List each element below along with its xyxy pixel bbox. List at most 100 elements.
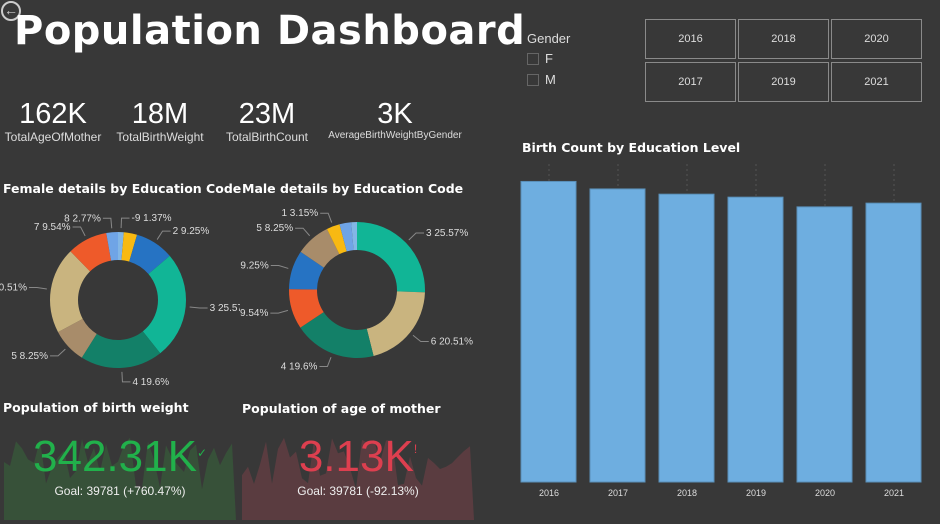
slice-label: 7 9.54% xyxy=(240,308,268,319)
year-button-2019[interactable]: 2019 xyxy=(738,62,829,102)
arrow-left-circle-icon: ← xyxy=(4,2,18,18)
kpi-total-birth-weight: 18M TotalBirthWeight xyxy=(112,98,208,144)
bar-2020[interactable] xyxy=(796,206,853,483)
x-tick-label: 2017 xyxy=(608,488,628,498)
birth-weight-card-title: Population of birth weight xyxy=(3,400,189,415)
checkbox[interactable] xyxy=(527,52,539,65)
leader-line xyxy=(270,264,289,269)
kpi-value: 3K xyxy=(377,98,413,130)
x-tick-label: 2018 xyxy=(677,488,697,498)
bar-2018[interactable] xyxy=(658,193,715,483)
donut-slice-6[interactable] xyxy=(366,291,425,356)
donut-slice-4[interactable] xyxy=(81,331,161,368)
donut-slice--9[interactable] xyxy=(351,222,357,251)
year-button-2020[interactable]: 2020 xyxy=(831,19,922,59)
leader-line xyxy=(121,371,131,383)
slice-label: 2 9.25% xyxy=(240,260,269,271)
leader-line xyxy=(50,348,66,357)
male-donut-chart: 3 25.57% 6 20.51% 4 19.6% 7 9.54% 2 9.25% 5 8… xyxy=(240,208,473,372)
kpi-total-birth-count: 23M TotalBirthCount xyxy=(222,98,312,144)
year-button-2016[interactable]: 2016 xyxy=(645,19,736,59)
slice-label: 4 19.6% xyxy=(281,361,318,372)
leader-line xyxy=(120,217,130,229)
sparkline-area xyxy=(4,437,236,520)
slice-label: 3 25.57% xyxy=(210,303,240,314)
leader-line xyxy=(102,217,113,229)
gender-checkbox-m[interactable]: M xyxy=(527,72,556,87)
male-chart-title: Male details by Education Code xyxy=(242,181,464,196)
donut-slice--9[interactable] xyxy=(118,232,124,261)
kpi-value: 162K xyxy=(19,98,87,130)
donut-slice-6[interactable] xyxy=(49,251,91,333)
slice-label: -9 1.37% xyxy=(132,213,172,224)
donut-slice-2[interactable] xyxy=(289,251,324,290)
checkbox-label: F xyxy=(545,51,553,66)
donut-slice-3[interactable] xyxy=(142,255,187,354)
leader-line xyxy=(28,286,47,290)
slice-label: 6 20.51% xyxy=(0,282,27,293)
bar-2019[interactable] xyxy=(727,196,784,483)
year-button-2018[interactable]: 2018 xyxy=(738,19,829,59)
slice-label: 5 8.25% xyxy=(11,351,48,362)
bar-2017[interactable] xyxy=(589,188,646,483)
kpi-card-value: 3.13K! xyxy=(298,432,418,481)
slice-label: 1 3.15% xyxy=(281,208,318,219)
donut-slice-4[interactable] xyxy=(300,312,374,358)
bar-2021[interactable] xyxy=(865,202,922,483)
kpi-label: AverageBirthWeightByGender xyxy=(328,130,462,141)
donut-slice-5[interactable] xyxy=(58,318,97,358)
bar-chart-title: Birth Count by Education Level xyxy=(522,140,741,155)
leader-line xyxy=(72,226,86,237)
leader-line xyxy=(189,306,208,309)
donut-slice-7[interactable] xyxy=(70,233,112,272)
birth-weight-sparkline xyxy=(4,437,236,520)
donut-slice-8[interactable] xyxy=(106,232,118,261)
kpi-card-goal: Goal: 39781 (+760.47%) xyxy=(54,484,186,498)
donut-slice-3[interactable] xyxy=(357,222,425,293)
age-of-mother-kpi-card: 3.13K! Goal: 39781 (-92.13%) xyxy=(242,420,474,520)
donut-slice-5[interactable] xyxy=(300,229,340,268)
checkbox[interactable] xyxy=(527,73,539,86)
bar-2016[interactable] xyxy=(520,180,577,483)
x-tick-label: 2020 xyxy=(815,488,835,498)
leader-line xyxy=(320,212,333,223)
leader-line xyxy=(408,232,425,241)
year-button-2017[interactable]: 2017 xyxy=(645,62,736,102)
donut-slice-1[interactable] xyxy=(326,224,347,255)
kpi-value: 18M xyxy=(131,98,189,130)
donut-slice-8[interactable] xyxy=(339,222,354,252)
age-of-mother-card-title: Population of age of mother xyxy=(242,401,441,416)
back-button[interactable]: ← xyxy=(1,1,21,21)
gender-checkbox-f[interactable]: F xyxy=(527,51,553,66)
kpi-card-value: 342.31K✓ xyxy=(33,432,207,481)
kpi-average-birth-weight: 3K AverageBirthWeightByGender xyxy=(322,98,468,141)
slice-label: 3 25.57% xyxy=(426,228,468,239)
leader-line xyxy=(319,356,332,367)
birth-weight-kpi-card: 342.31K✓ Goal: 39781 (+760.47%) xyxy=(4,420,236,520)
gender-filter-label: Gender xyxy=(527,31,571,46)
leader-line xyxy=(295,227,311,237)
x-tick-label: 2016 xyxy=(539,488,559,498)
donut-slice-1[interactable] xyxy=(121,232,138,262)
checkbox-label: M xyxy=(545,72,556,87)
slice-label: 2 9.25% xyxy=(173,226,210,237)
slice-label: 7 9.54% xyxy=(34,222,71,233)
slice-label: 4 19.6% xyxy=(132,377,169,385)
female-donut-chart: -9 1.37%2 9.25% 3 25.57% 4 19.6% 5 8.25% 6 2… xyxy=(0,213,240,385)
kpi-label: TotalBirthWeight xyxy=(116,130,204,144)
kpi-card-goal: Goal: 39781 (-92.13%) xyxy=(297,484,419,498)
exclamation-icon: ! xyxy=(413,442,418,456)
slice-label: 6 20.51% xyxy=(431,337,473,348)
leader-line xyxy=(156,230,171,240)
female-chart-title: Female details by Education Code xyxy=(3,181,242,196)
leader-line xyxy=(412,334,429,343)
donut-slice-2[interactable] xyxy=(129,234,170,275)
slice-label: 8 2.77% xyxy=(64,213,101,224)
birth-count-bar-chart: 2016 2017 2018 2019 2020 2021 xyxy=(520,164,922,498)
kpi-label: TotalAgeOfMother xyxy=(4,130,102,144)
check-icon: ✓ xyxy=(196,446,207,460)
kpi-total-age-of-mother: 162K TotalAgeOfMother xyxy=(4,98,102,144)
donut-slice-7[interactable] xyxy=(289,289,324,328)
year-button-2021[interactable]: 2021 xyxy=(831,62,922,102)
kpi-value: 23M xyxy=(238,98,296,130)
